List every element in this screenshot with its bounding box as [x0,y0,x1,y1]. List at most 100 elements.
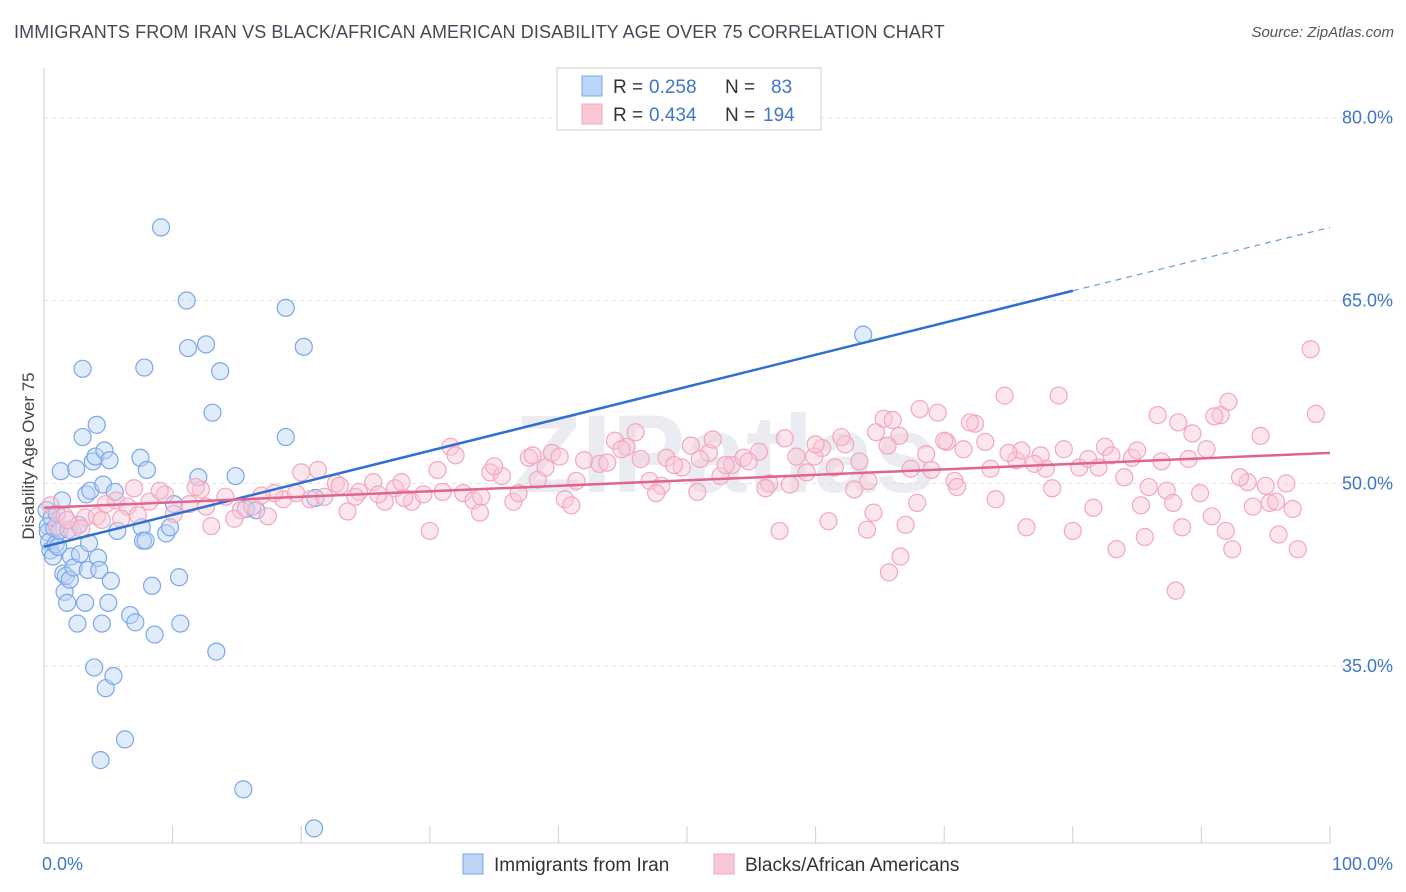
scatter-point [756,479,775,498]
scatter-point [1115,468,1134,487]
scatter-point [1277,474,1296,493]
scatter-point [115,730,135,749]
scatter-point [51,462,70,481]
scatter-point [986,490,1005,509]
source-label: Source: ZipAtlas.com [1251,24,1394,41]
y-axis-label: Disability Age Over 75 [19,372,38,539]
scatter-point [112,509,131,528]
scatter-point [41,496,60,515]
scatter-point [739,452,758,471]
scatter-point [207,642,226,661]
scatter-point [73,359,92,378]
scatter-point [1183,424,1202,443]
scatter-point [137,460,156,480]
scatter-point [1211,406,1230,425]
grid-lines [44,117,1395,667]
scatter-point [252,486,271,505]
scatter-point [626,423,645,442]
scatter-point [67,459,86,478]
scatter-point [1173,518,1192,537]
scatter-point [928,403,947,422]
scatter-point [699,443,718,463]
scatter-point [908,493,927,512]
scatter-point [703,430,722,449]
scatter-point [151,218,171,237]
scatter-point [797,463,816,482]
scatter-point [883,410,902,430]
scatter-point [612,440,631,459]
scatter-point [859,471,878,491]
trend-lines [43,226,1331,548]
scatter-point [392,473,411,492]
scatter-point [901,459,920,478]
scatter-point [647,484,666,503]
scatter-point [178,338,198,358]
scatter-point [1017,518,1036,537]
scatter-point [1131,496,1151,515]
scatter-point [866,423,886,442]
scatter-point [171,614,190,633]
scatter-point [819,512,838,531]
scatter-point [780,475,799,494]
scatter-point [470,503,490,522]
scatter-point [202,516,221,536]
scatter-point [226,466,245,486]
scatter-point [472,487,491,506]
scatter-point [890,426,909,445]
scatter-point [770,521,789,541]
scatter-point [101,571,120,591]
scatter-point [681,436,700,455]
scatter-point [428,460,447,480]
scatter-point [1256,476,1275,495]
scatter-point [292,463,311,482]
scatter-point [917,445,936,464]
legend-r-value-2: 0.434 [649,105,697,126]
scatter-point [420,521,439,541]
scatter-point [575,451,594,470]
scatter-point [1054,440,1073,459]
scatter-point [186,477,205,497]
scatter-point [1283,499,1302,519]
scatter-point [995,386,1014,405]
scatter-point [73,427,92,447]
scatter-point [124,479,144,498]
legend-n-label-2: N = [725,105,755,126]
scatter-point [258,507,277,526]
scatter-point [136,531,155,550]
scatter-point [1025,454,1044,473]
scatter-point [1043,479,1062,498]
scatter-point [169,568,189,587]
scatter-point [1139,477,1158,497]
scatter-point [485,457,504,476]
scatter-point [1288,540,1307,559]
scatter-point [1219,392,1238,411]
scatter-point [1148,406,1167,425]
trend-line-black [43,451,1331,510]
scatter-point [775,429,794,448]
y-tick-label-50: 50.0% [1342,473,1393,493]
scatter-point [690,449,709,469]
bottom-legend: Immigrants from Iran Blacks/African Amer… [462,853,959,876]
scatter-point [657,448,676,467]
scatter-point [806,435,825,454]
scatter-point [135,358,154,377]
scatter-point [832,427,851,447]
scatter-point [91,751,110,770]
y-tick-labels: 35.0% 50.0% 65.0% 80.0% [1342,108,1393,677]
legend-n-label-1: N = [725,77,755,98]
scatter-point [1197,440,1216,459]
scatter-point [150,481,169,500]
bottom-legend-label-black: Blacks/African Americans [745,855,959,876]
scatter-point [504,492,523,511]
scatter-point [104,666,123,686]
scatter-point [954,440,973,459]
scatter-point [225,509,244,528]
scatter-point [330,476,349,495]
series-blacks-african-americans [41,340,1325,600]
chart-title: IMMIGRANTS FROM IRAN VS BLACK/AFRICAN AM… [14,22,945,42]
bottom-legend-label-iran: Immigrants from Iran [494,855,669,876]
bottom-legend-swatch-iran [462,853,484,875]
scatter-point [1007,451,1026,470]
scatter-point [1251,426,1270,445]
